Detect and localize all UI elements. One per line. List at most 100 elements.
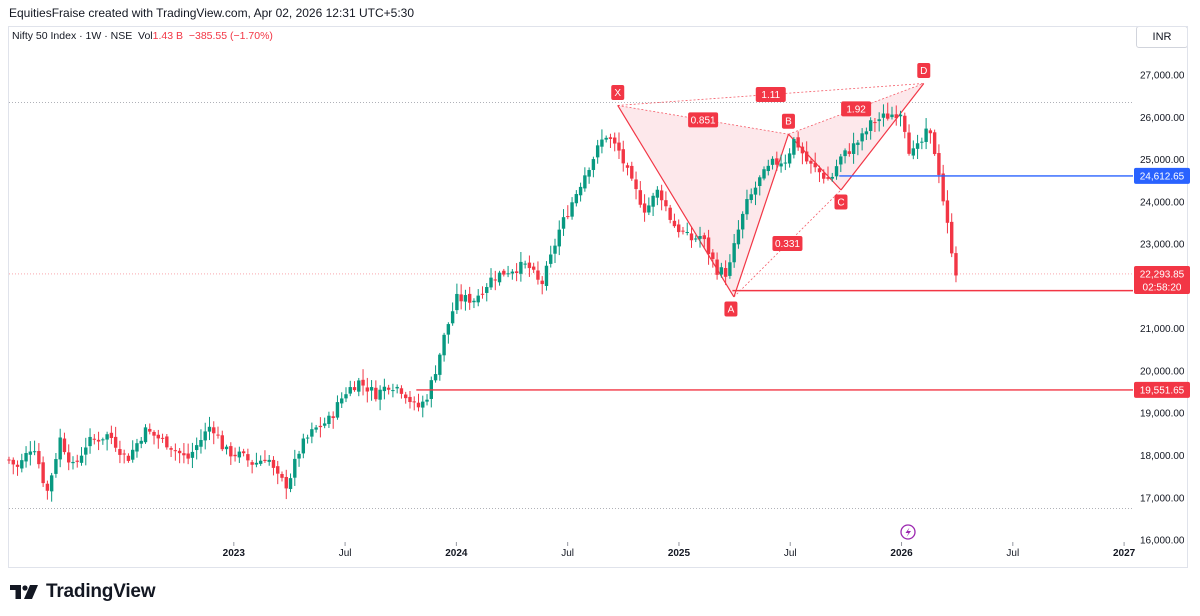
- candle: [258, 455, 263, 466]
- y-tick-label: 18,000.00: [1140, 451, 1185, 462]
- x-tick-label: 2027: [1113, 548, 1136, 559]
- candle: [715, 252, 719, 280]
- candle: [24, 446, 28, 468]
- candle: [864, 127, 869, 140]
- symbol-name[interactable]: Nifty 50 Index · 1W · NSE: [12, 30, 133, 42]
- lightning-icon[interactable]: [900, 524, 916, 540]
- candle: [58, 428, 62, 468]
- candle-body: [561, 217, 566, 229]
- candle-body: [813, 162, 817, 168]
- candle: [143, 424, 148, 444]
- candle-body: [399, 388, 404, 394]
- candle: [113, 426, 118, 452]
- horizontal-lines[interactable]: [416, 175, 1133, 391]
- candle: [924, 118, 928, 150]
- candle: [783, 154, 788, 171]
- candle: [613, 132, 617, 152]
- candle-body: [907, 132, 911, 154]
- candle: [706, 229, 711, 265]
- candle: [826, 166, 830, 181]
- candle: [638, 181, 643, 208]
- candle: [88, 428, 92, 454]
- candle: [203, 422, 207, 450]
- candle: [173, 443, 178, 461]
- candle-body: [421, 401, 425, 408]
- candle: [84, 437, 88, 466]
- candle: [736, 220, 741, 249]
- candle-body: [834, 166, 839, 177]
- candle-body: [374, 387, 378, 400]
- candle-body: [519, 261, 523, 274]
- candle-body: [775, 158, 779, 165]
- candle-body: [800, 146, 805, 154]
- candle-body: [24, 453, 28, 462]
- candle-body: [485, 287, 489, 293]
- candle: [523, 260, 527, 269]
- candle: [446, 322, 451, 344]
- candle-body: [762, 169, 766, 179]
- candle-body: [152, 431, 156, 436]
- candle-body: [638, 190, 643, 205]
- ratio-box-BD: [841, 101, 872, 117]
- candle-body: [634, 179, 638, 190]
- candle: [118, 440, 122, 464]
- candle-body: [847, 151, 852, 154]
- candle-body: [920, 141, 924, 143]
- candle: [834, 159, 839, 180]
- candle: [71, 456, 75, 470]
- candle: [540, 276, 544, 295]
- candle: [374, 380, 378, 402]
- candle-body: [911, 148, 916, 156]
- candle-body: [139, 440, 143, 444]
- candle: [822, 169, 826, 184]
- candle-body: [365, 387, 370, 392]
- candle-body: [843, 150, 847, 157]
- candle: [335, 395, 340, 420]
- price-tags: 24,612.65 19,551.65 22,293.85 02:58:20: [1134, 167, 1190, 398]
- candle-body: [79, 455, 84, 463]
- candle-body: [817, 168, 822, 173]
- candle: [775, 151, 779, 171]
- candle: [416, 393, 421, 412]
- candle-body: [647, 205, 651, 213]
- candle-body: [395, 386, 399, 389]
- candle-body: [101, 439, 105, 441]
- candle: [165, 433, 169, 450]
- candle: [331, 411, 335, 429]
- candle-body: [502, 270, 506, 275]
- candle-body: [126, 455, 131, 461]
- candle: [485, 283, 489, 302]
- pattern-leg-XA: [617, 105, 735, 298]
- candle-body: [271, 459, 276, 468]
- candle-body: [122, 453, 126, 455]
- candle: [310, 422, 314, 444]
- candle-body: [583, 175, 587, 189]
- candle: [740, 211, 745, 239]
- candle-body: [655, 189, 660, 198]
- candle: [62, 432, 67, 455]
- tradingview-icon: [10, 585, 38, 599]
- candle: [787, 148, 792, 168]
- candle: [497, 270, 502, 286]
- candle: [877, 112, 881, 132]
- candle: [651, 192, 655, 216]
- candle: [135, 438, 139, 458]
- bcd-triangle: [788, 83, 924, 191]
- candle: [237, 446, 242, 463]
- candle: [246, 448, 250, 467]
- candle: [314, 424, 318, 433]
- candle-body: [369, 387, 374, 391]
- candle: [421, 395, 425, 418]
- candle-body: [758, 177, 762, 187]
- point-label-X: X: [614, 88, 621, 99]
- tradingview-logo[interactable]: TradingView: [10, 581, 156, 603]
- candle: [553, 238, 557, 263]
- candle-body: [480, 293, 485, 295]
- candle: [361, 369, 365, 396]
- candle-body: [237, 451, 242, 458]
- candle-body: [433, 374, 438, 381]
- candle: [502, 268, 506, 277]
- candle: [322, 417, 327, 429]
- candle-body: [706, 237, 711, 255]
